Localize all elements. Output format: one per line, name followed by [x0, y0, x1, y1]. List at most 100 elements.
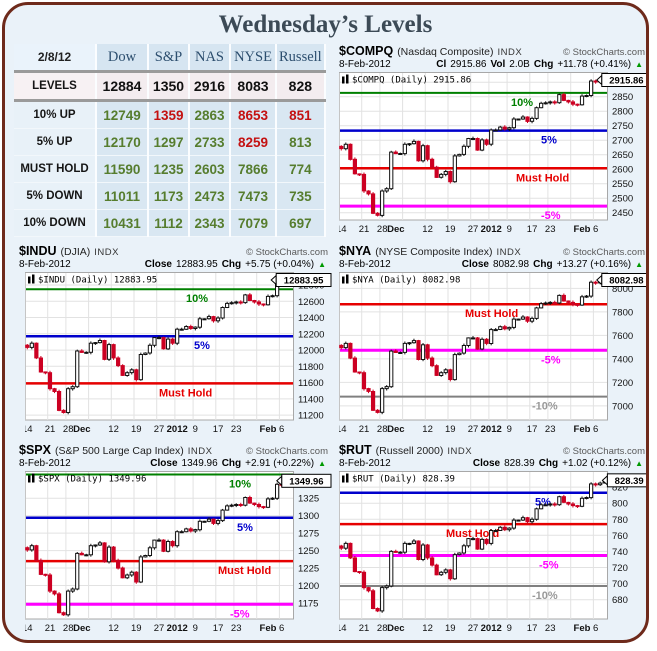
gridlines	[339, 472, 607, 619]
svg-text:28: 28	[63, 623, 74, 634]
page-frame: Wednesday’s Levels 2/8/12 Dow S&P NAS NYSE Ru…	[2, 2, 649, 643]
svg-text:2750: 2750	[612, 121, 633, 132]
column-header: NYSE	[230, 44, 277, 72]
level-value: 2733	[189, 128, 231, 156]
level-label: 5%	[541, 135, 557, 147]
level-value: 851	[276, 100, 326, 129]
level-line-5: -5%	[26, 602, 293, 620]
level-line-10: 10%	[26, 288, 293, 305]
table-row: MUST HOLD 11590 1235 2603 7866 774	[14, 155, 326, 183]
svg-text:12: 12	[108, 623, 119, 634]
price-tag-value: 1349.96	[289, 476, 323, 487]
svg-text:12: 12	[108, 424, 119, 435]
chart-subheader: 8-Feb-2012 Close 1349.96 Chg +2.91 (+0.2…	[19, 458, 336, 470]
chart-exchange: INDX	[187, 446, 213, 457]
price-tag-value: 828.39	[615, 476, 644, 487]
up-triangle-icon: ▲	[635, 459, 643, 468]
price-plot[interactable]: 2450250025502600265027002750280028502900…	[339, 72, 649, 235]
level-label: 10%	[186, 293, 208, 305]
sharpchart-icon	[342, 274, 349, 284]
legend-text: $COMPQ (Daily) 2915.86	[352, 76, 471, 86]
level-value: 1297	[148, 128, 190, 156]
sharpchart-icon	[28, 274, 35, 284]
svg-text:2800: 2800	[612, 107, 633, 118]
level-label: -5%	[230, 608, 250, 620]
svg-text:9: 9	[193, 424, 198, 435]
svg-text:2012: 2012	[167, 623, 188, 634]
svg-text:Dec: Dec	[387, 424, 404, 435]
svg-text:21: 21	[359, 424, 370, 435]
chart-spx[interactable]: $SPX (S&P 500 Large Cap Index) INDX © St…	[7, 440, 336, 639]
svg-text:27: 27	[154, 424, 165, 435]
svg-text:820: 820	[612, 483, 628, 494]
chart-ticker: $COMPQ	[339, 44, 394, 58]
svg-text:2012: 2012	[481, 623, 502, 634]
level-value: 774	[276, 155, 326, 183]
chart-legend: $NYA (Daily) 8082.98	[342, 274, 460, 286]
level-value: 2473	[189, 182, 231, 210]
row-label: 5% DOWN	[14, 182, 97, 210]
level-label: Must Hold	[516, 172, 569, 184]
price-plot[interactable]: 680700720740760780800820142128Dec1219272…	[339, 471, 649, 634]
chg-value: +2.91 (+0.22%)	[245, 458, 315, 469]
close-value: 8082.98	[492, 259, 530, 270]
legend-text: $RUT (Daily) 828.39	[352, 475, 455, 485]
level-line-5: -5%	[340, 554, 607, 572]
svg-text:11600: 11600	[298, 378, 324, 389]
chart-ticker: $RUT	[339, 443, 372, 457]
svg-text:23: 23	[545, 623, 556, 634]
level-value: 813	[276, 128, 326, 156]
chart-exchange: INDX	[94, 247, 119, 258]
y-axis-labels: 1175 1200 1225 1250 1275 1300 1325	[298, 494, 319, 610]
svg-text:6: 6	[279, 424, 284, 435]
level-value: 2916	[189, 70, 231, 102]
row-label: LEVELS	[14, 70, 97, 102]
chart-index-name: (Nasdaq Composite)	[397, 46, 494, 58]
svg-text:Feb: Feb	[574, 424, 591, 435]
svg-text:2850: 2850	[612, 92, 633, 103]
table-row: 5% UP 12170 1297 2733 8259 813	[14, 128, 326, 156]
svg-text:12: 12	[422, 623, 433, 634]
price-plot[interactable]: 700072007400760078008000142128Dec1219272…	[339, 272, 649, 435]
column-header: NAS	[189, 44, 231, 72]
svg-text:11200: 11200	[298, 411, 324, 422]
level-label: -5%	[539, 560, 559, 572]
level-value: 8083	[230, 70, 277, 102]
svg-text:14: 14	[339, 623, 347, 634]
content-grid: 2/8/12 Dow S&P NAS NYSE Russell LEVELS 12884 135…	[5, 41, 646, 639]
chart-rut[interactable]: $RUT (Russell 2000) INDX © StockCharts.c…	[336, 440, 649, 639]
svg-text:21: 21	[45, 623, 56, 634]
sharpchart-icon	[342, 473, 349, 483]
price-tag-value: 12883.95	[284, 276, 324, 287]
level-label: Must Hold	[159, 387, 212, 399]
chg-value: +5.75 (+0.04%)	[245, 259, 315, 270]
level-line-5: -5%	[340, 348, 607, 366]
close-value: 12883.95	[175, 259, 218, 270]
price-plot[interactable]: 11200 11400 11600 11800 12000 12200 12400 12600…	[25, 272, 333, 435]
price-tag: 1349.96	[276, 473, 332, 488]
svg-text:Dec: Dec	[73, 623, 90, 634]
svg-text:23: 23	[231, 424, 242, 435]
candlesticks	[339, 478, 607, 613]
level-line-musthold: Must Hold	[340, 302, 607, 320]
svg-text:7800: 7800	[612, 307, 633, 318]
chart-indu[interactable]: $INDU (DJIA) INDX © StockCharts.com 8-Fe…	[7, 241, 336, 440]
svg-text:9: 9	[193, 623, 198, 634]
table-row: 10% UP 12749 1359 2863 8653 851	[14, 100, 326, 129]
table-row: LEVELS 12884 1350 2916 8083 828	[14, 70, 326, 102]
sharpchart-icon	[28, 473, 35, 483]
price-plot[interactable]: 1175120012251250127513001325142128Dec121…	[25, 471, 333, 634]
vol-value: 2.0B	[509, 59, 530, 70]
level-line-5: -5%	[340, 204, 607, 222]
chart-nya[interactable]: $NYA (NYSE Composite Index) INDX © Stock…	[336, 241, 649, 440]
svg-text:6: 6	[593, 623, 598, 634]
svg-text:6: 6	[593, 424, 598, 435]
chart-compq[interactable]: $COMPQ (Nasdaq Composite) INDX © StockCh…	[336, 41, 649, 241]
price-tag: 8082.98	[596, 273, 646, 287]
svg-text:700: 700	[612, 579, 628, 590]
svg-text:19: 19	[131, 623, 142, 634]
level-label: -10%	[532, 401, 558, 413]
